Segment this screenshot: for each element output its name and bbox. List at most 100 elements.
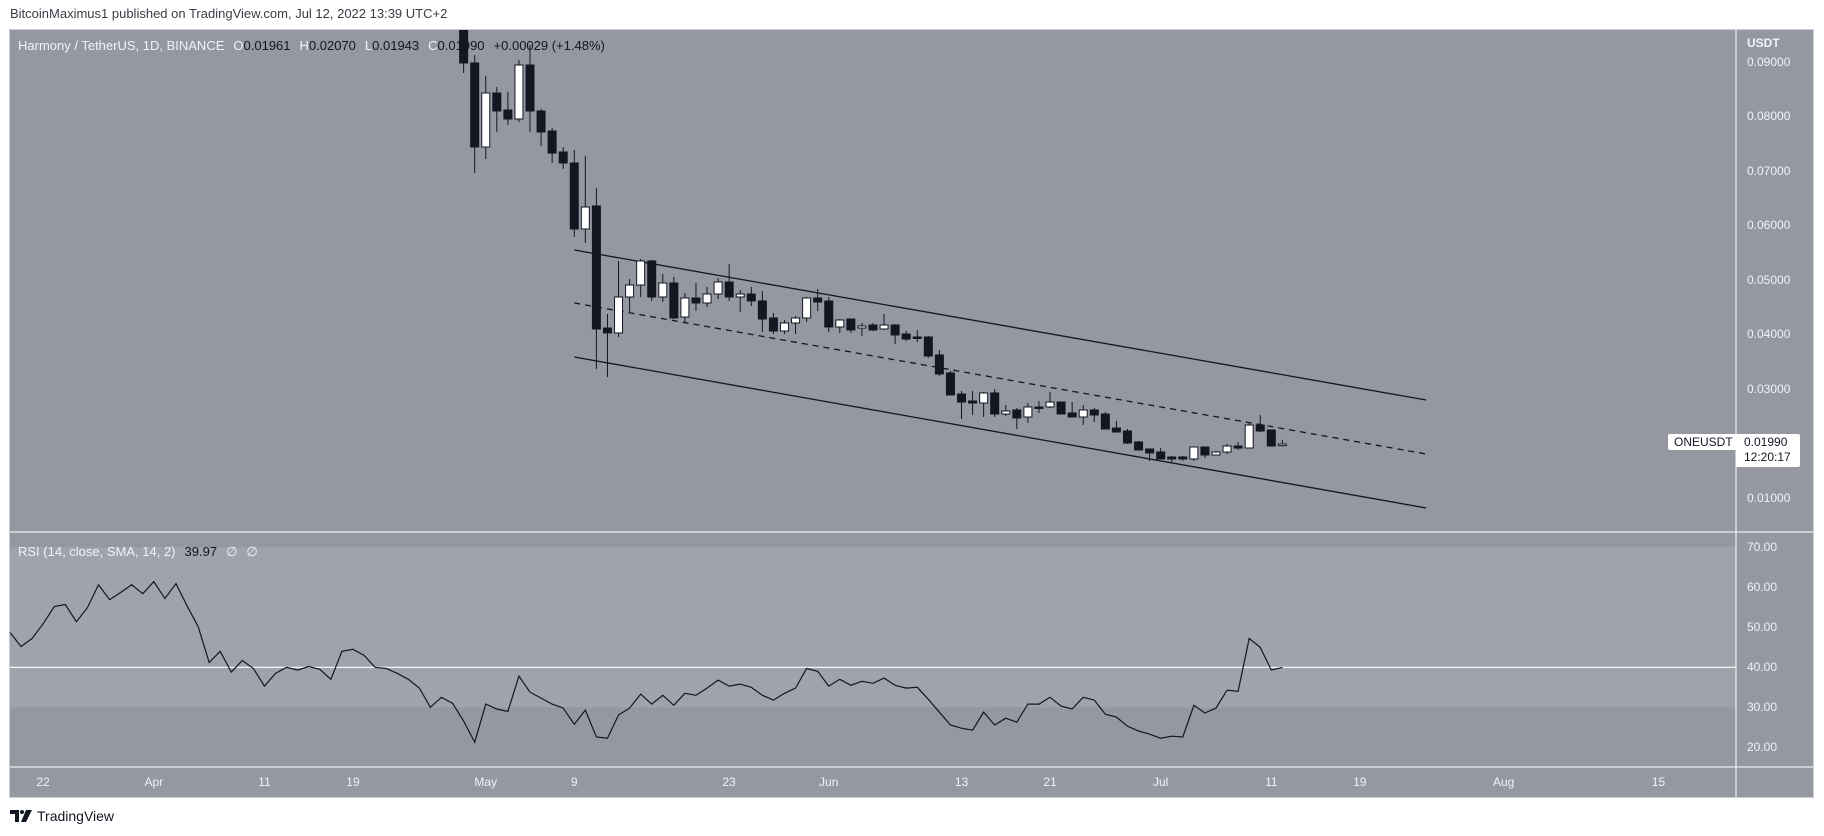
rsi-pane xyxy=(10,547,1736,708)
candle-body-down xyxy=(1089,409,1099,416)
candle-body-up xyxy=(735,293,745,298)
channel-lines[interactable] xyxy=(574,249,1427,509)
candle-body-down xyxy=(846,318,856,331)
price-tick-label: 0.04000 xyxy=(1747,327,1791,342)
rsi-legend[interactable]: RSI (14, close, SMA, 14, 2) 39.97 ∅ ∅ xyxy=(18,544,258,560)
time-tick-label: Jun xyxy=(819,775,839,789)
candle xyxy=(901,331,911,341)
candle-body-up xyxy=(481,92,491,148)
candle xyxy=(735,289,745,312)
candle-body-down xyxy=(470,62,480,148)
candle-body-down xyxy=(1111,427,1121,433)
candle xyxy=(481,75,491,160)
candle xyxy=(514,59,524,122)
rsi-line xyxy=(10,580,1283,744)
candle xyxy=(647,259,657,301)
candle xyxy=(813,288,823,312)
rsi-series xyxy=(10,580,1283,744)
candle-body-down xyxy=(912,336,922,339)
candle xyxy=(1056,401,1066,415)
rsi-value: 39.97 xyxy=(184,544,218,559)
rsi-tick-label: 30.00 xyxy=(1747,700,1778,715)
candle-body-up xyxy=(835,319,845,328)
candle xyxy=(569,150,579,237)
candle xyxy=(547,127,557,163)
candle xyxy=(968,391,978,415)
channel-lower xyxy=(574,356,1427,509)
candle-body-up xyxy=(625,284,635,298)
candle-body-down xyxy=(647,260,657,298)
candle xyxy=(713,277,723,300)
rsi-title: RSI (14, close, SMA, 14, 2) xyxy=(18,544,176,559)
candle-body-up xyxy=(580,206,590,230)
candle xyxy=(957,391,967,419)
candle xyxy=(1089,408,1099,423)
time-tick-label: 19 xyxy=(346,775,360,789)
candle xyxy=(857,322,867,337)
candle xyxy=(1067,402,1077,418)
candle-body-up xyxy=(1001,410,1011,415)
candle-body-down xyxy=(591,205,601,330)
channel-middle xyxy=(574,302,1427,455)
time-tick-label: 21 xyxy=(1043,775,1057,789)
candle-body-up xyxy=(1244,424,1254,449)
candle-body-down xyxy=(558,151,568,164)
candle-body-down xyxy=(724,281,734,298)
candle xyxy=(1178,455,1188,461)
candle xyxy=(680,293,690,323)
price-tick-label: 0.05000 xyxy=(1747,272,1791,287)
rsi-tick-label: 40.00 xyxy=(1747,660,1778,675)
candle-body-down xyxy=(1178,456,1188,460)
candle xyxy=(1233,441,1243,450)
candle xyxy=(1078,405,1088,426)
candle xyxy=(835,319,845,333)
candle xyxy=(614,260,624,337)
candle-body-up xyxy=(636,260,646,286)
candle-body-up xyxy=(1045,401,1055,408)
candle-body-down xyxy=(602,327,612,334)
candle-body-up xyxy=(879,324,889,330)
candle xyxy=(979,391,989,418)
candle-body-down xyxy=(890,324,900,336)
pane-separators xyxy=(10,30,1813,797)
candle-body-up xyxy=(791,317,801,324)
candle-body-up xyxy=(658,282,668,298)
change-value: +0.00029 (+1.48%) xyxy=(493,38,605,53)
candle-body-down xyxy=(669,282,679,319)
candle-body-down xyxy=(1134,441,1144,451)
candle-body-down xyxy=(824,300,834,328)
candle xyxy=(625,279,635,314)
time-tick-label: Aug xyxy=(1492,775,1515,789)
time-tick-label: 19 xyxy=(1353,775,1367,789)
rsi-tick-label: 50.00 xyxy=(1747,620,1778,635)
candle-body-down xyxy=(923,336,933,357)
symbol-legend[interactable]: Harmony / TetherUS, 1D, BINANCE O 0.01961… xyxy=(18,38,605,53)
price-tick-label: 0.03000 xyxy=(1747,381,1791,396)
rsi-na-1: ∅ xyxy=(226,544,238,559)
candle-body-down xyxy=(691,297,701,304)
candle xyxy=(1134,440,1144,451)
candle-body-up xyxy=(713,281,723,295)
candle-body-down xyxy=(1034,406,1044,409)
tradingview-brand[interactable]: TradingView xyxy=(10,808,114,824)
candle xyxy=(802,296,812,323)
candle xyxy=(580,156,590,243)
candle-body-down xyxy=(503,109,513,120)
rsi-tick-label: 70.00 xyxy=(1747,540,1778,555)
candle-body-down xyxy=(746,293,756,302)
candle xyxy=(702,286,712,307)
candle-body-down xyxy=(547,130,557,154)
high-label: H xyxy=(299,38,309,53)
time-tick-label: 9 xyxy=(570,775,578,789)
time-tick-label: 11 xyxy=(258,775,271,789)
candle-body-down xyxy=(1145,448,1155,454)
candle-body-up xyxy=(1222,445,1232,453)
candle-body-down xyxy=(1233,445,1243,449)
bar-countdown: 12:20:17 xyxy=(1744,450,1791,464)
candle xyxy=(768,313,778,335)
rsi-band xyxy=(10,547,1736,708)
candle xyxy=(879,313,889,330)
candle xyxy=(1222,443,1232,455)
candle xyxy=(1156,448,1166,460)
